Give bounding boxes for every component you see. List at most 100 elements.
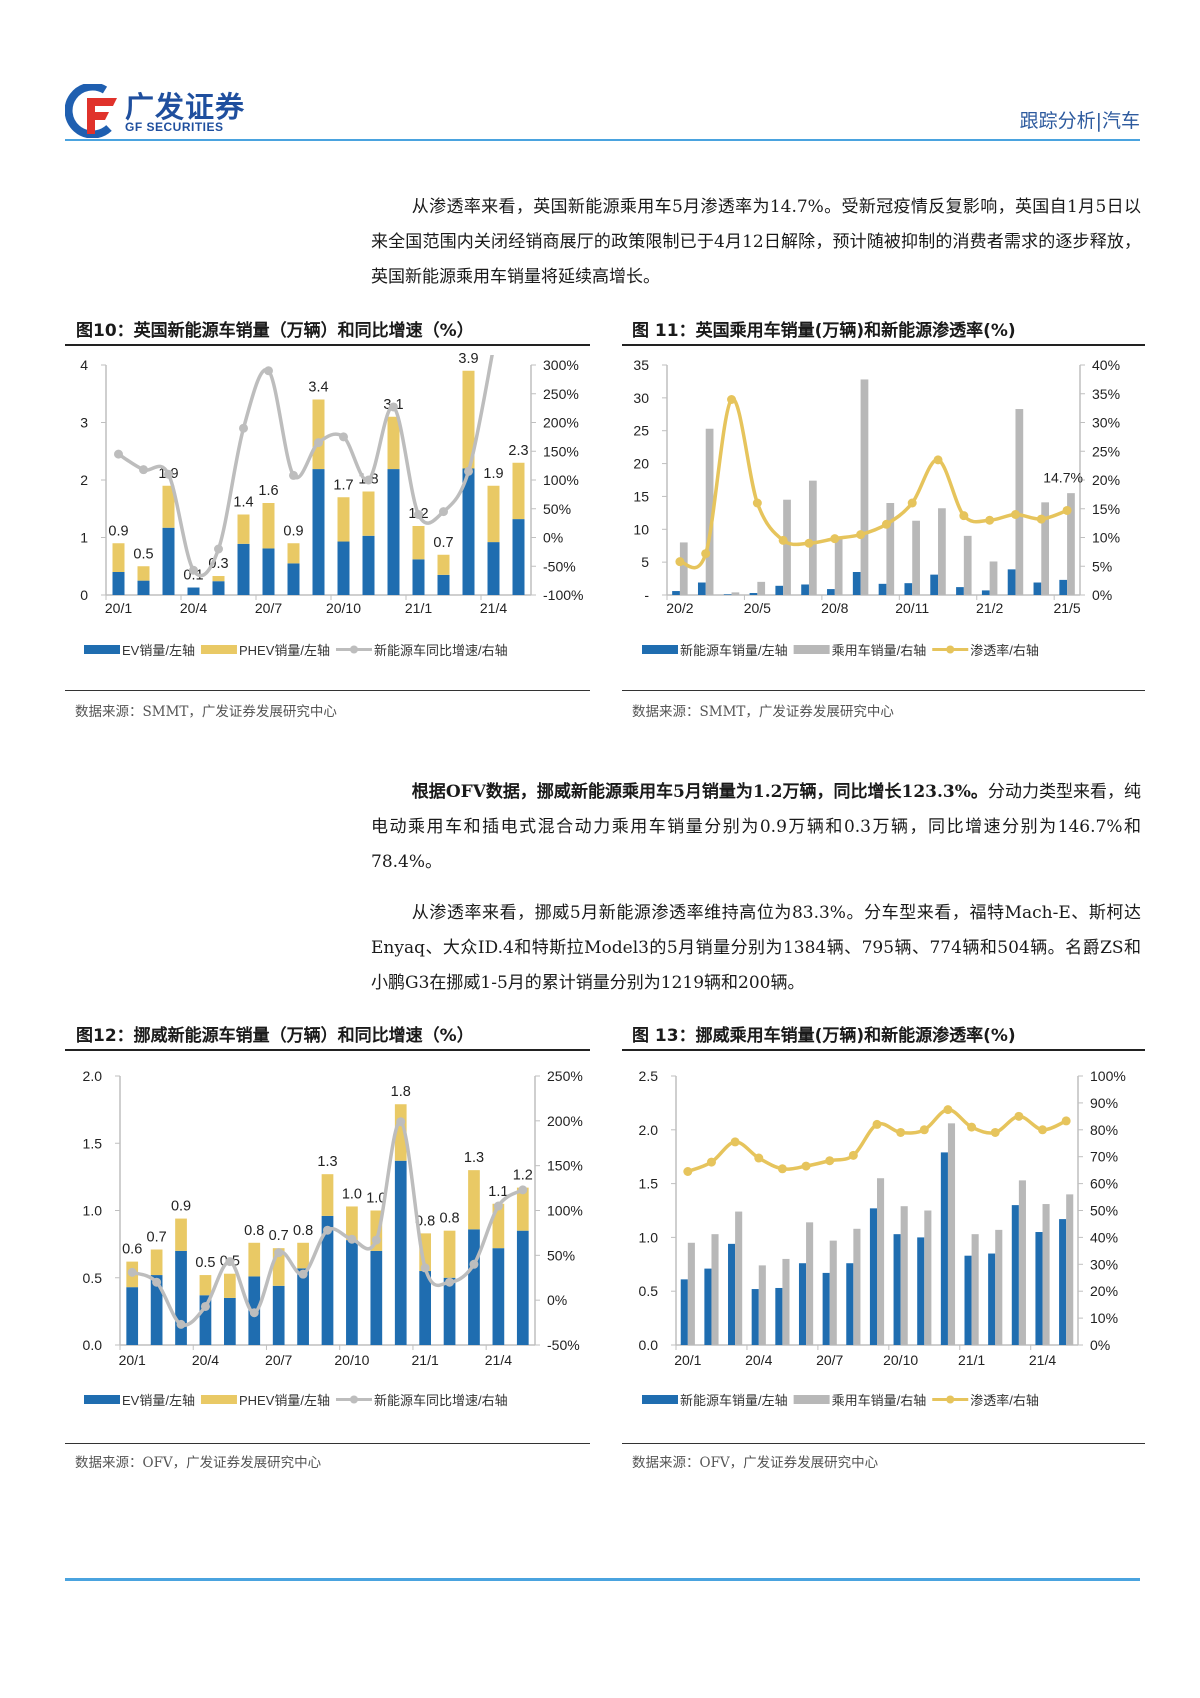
bar-passenger-sales bbox=[806, 1222, 814, 1345]
bar-phev bbox=[468, 1170, 480, 1230]
legend-swatch-bar bbox=[642, 1395, 678, 1404]
right-axis-tick-label: 0% bbox=[543, 530, 563, 546]
legend-swatch-bar bbox=[793, 1395, 830, 1404]
line-point bbox=[778, 535, 788, 545]
figure-11-source: 数据来源：SMMT，广发证券发展研究中心 bbox=[632, 704, 894, 720]
legend-swatch-marker bbox=[946, 1395, 955, 1404]
left-axis-tick-label: 1.0 bbox=[83, 1203, 103, 1219]
bar-ev bbox=[437, 574, 450, 595]
legend-swatch-bar bbox=[200, 1395, 237, 1404]
bar-ev bbox=[419, 1271, 432, 1345]
bar-phev bbox=[362, 491, 375, 536]
line-point bbox=[881, 519, 891, 529]
line-point bbox=[990, 1127, 1000, 1137]
bar-passenger-sales bbox=[1066, 1194, 1074, 1345]
bar-passenger-sales bbox=[900, 1206, 908, 1345]
bar-nev-sales bbox=[798, 1263, 807, 1345]
bar-total-label: 1.4 bbox=[233, 495, 253, 511]
bar-nev-sales bbox=[988, 1253, 996, 1345]
left-axis-tick-label: 30 bbox=[633, 390, 649, 406]
bar-nev-sales bbox=[1033, 582, 1042, 595]
bar-passenger-sales bbox=[860, 379, 869, 595]
bar-total-label: 2.3 bbox=[508, 443, 528, 459]
bar-passenger-sales bbox=[758, 1265, 766, 1345]
bar-ev bbox=[212, 581, 225, 595]
bar-phev bbox=[487, 485, 500, 543]
figure-11-title-rule bbox=[622, 344, 1145, 346]
right-axis-tick-label: 50% bbox=[543, 501, 571, 517]
bar-ev bbox=[468, 1229, 480, 1345]
figure-13-title-rule bbox=[622, 1049, 1145, 1051]
right-axis-tick-label: 100% bbox=[547, 1203, 583, 1219]
bar-total-label: 0.8 bbox=[439, 1211, 459, 1227]
x-axis-tick-label: 21/1 bbox=[412, 1352, 439, 1368]
line-point bbox=[289, 470, 298, 480]
line-point bbox=[114, 449, 123, 459]
bar-passenger-sales bbox=[1018, 1180, 1026, 1345]
bar-ev bbox=[346, 1240, 358, 1345]
legend-label: 乘用车销量/右轴 bbox=[832, 1393, 927, 1408]
line-point bbox=[439, 507, 448, 517]
bar-passenger-sales bbox=[853, 1228, 861, 1345]
bar-total-label: 1.3 bbox=[464, 1150, 484, 1166]
right-axis-tick-label: 200% bbox=[547, 1113, 583, 1129]
annotation-label: 14.7% bbox=[1043, 469, 1083, 485]
line-point bbox=[364, 475, 373, 485]
right-axis-tick-label: 5% bbox=[1092, 558, 1112, 574]
line-point bbox=[139, 465, 148, 475]
bar-total-label: 0.8 bbox=[293, 1223, 313, 1239]
left-axis-tick-label: 1.0 bbox=[639, 1229, 659, 1245]
bar-total-label: 0.9 bbox=[171, 1199, 191, 1215]
bar-total-label: 1.0 bbox=[366, 1191, 386, 1207]
bar-phev bbox=[321, 1174, 334, 1216]
left-axis-tick-label: 1.5 bbox=[83, 1135, 103, 1151]
bar-total-label: 0.9 bbox=[283, 523, 303, 539]
legend-label: 渗透率/右轴 bbox=[970, 1393, 1039, 1408]
line-point bbox=[189, 565, 198, 575]
legend-label: 新能源车销量/左轴 bbox=[680, 1393, 788, 1408]
legend-label: 渗透率/右轴 bbox=[970, 643, 1039, 658]
left-axis-tick-label: 1 bbox=[80, 530, 88, 546]
bar-nev-sales bbox=[704, 1268, 712, 1345]
x-axis-tick-label: 20/10 bbox=[883, 1352, 918, 1368]
bar-nev-sales bbox=[728, 1243, 736, 1345]
bar-total-label: 0.9 bbox=[108, 523, 128, 539]
x-axis-tick-label: 21/4 bbox=[485, 1352, 512, 1368]
bar-passenger-sales bbox=[829, 1240, 837, 1345]
bar-total-label: 0.5 bbox=[133, 546, 153, 562]
bar-ev bbox=[362, 535, 375, 595]
bar-nev-sales bbox=[917, 1237, 925, 1345]
bar-phev bbox=[212, 576, 225, 582]
bar-phev bbox=[162, 485, 175, 528]
line-point bbox=[274, 1248, 284, 1258]
x-axis-tick-label: 21/1 bbox=[405, 600, 432, 616]
line-point bbox=[675, 557, 685, 567]
left-axis-tick-label: 5 bbox=[641, 554, 649, 570]
figure-12-title-rule bbox=[65, 1049, 590, 1051]
bar-ev bbox=[462, 468, 475, 595]
bar-nev-sales bbox=[751, 1289, 759, 1345]
bar-ev bbox=[187, 587, 200, 595]
figure-12-chart: 0.0 0.5 1.0 1.5 2.0 -50% 0% 50% 100% 150% 200% 250%… bbox=[83, 1068, 583, 1408]
right-axis-tick-label: 35% bbox=[1092, 386, 1120, 402]
bar-passenger-sales bbox=[1067, 493, 1075, 595]
bar-total-label: 1.8 bbox=[391, 1084, 411, 1100]
line-point bbox=[264, 366, 273, 376]
line-point bbox=[152, 1277, 162, 1287]
bar-passenger-sales bbox=[711, 1234, 719, 1345]
bar-nev-sales bbox=[822, 1272, 830, 1345]
bar-passenger-sales bbox=[705, 428, 714, 595]
bar-nev-sales bbox=[904, 583, 913, 595]
bar-phev bbox=[516, 1187, 529, 1231]
x-axis-tick-label: 20/1 bbox=[119, 1352, 146, 1368]
bar-passenger-sales bbox=[947, 1123, 956, 1345]
bar-nev-sales bbox=[775, 585, 784, 595]
line-point bbox=[730, 1137, 740, 1147]
x-axis-tick-label: 20/4 bbox=[192, 1352, 219, 1368]
bar-ev bbox=[287, 563, 300, 595]
figure-13-source-rule bbox=[622, 1443, 1145, 1444]
right-axis-tick-label: -50% bbox=[543, 558, 576, 574]
bar-phev bbox=[297, 1242, 309, 1269]
line-point bbox=[518, 1185, 528, 1195]
right-axis-tick-label: -50% bbox=[547, 1337, 580, 1353]
